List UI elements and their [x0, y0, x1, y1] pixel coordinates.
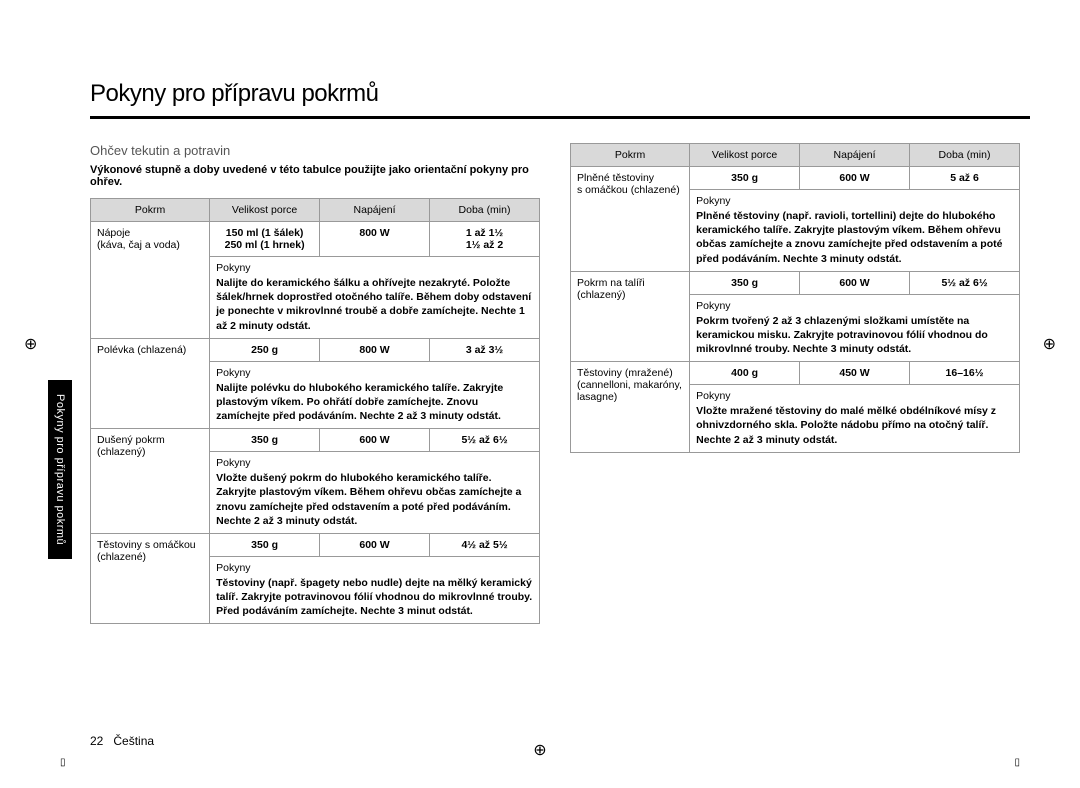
instruction-text: Nalijte polévku do hlubokého keramického…	[216, 381, 533, 424]
instruction-text: Pokrm tvořený 2 až 3 chlazenými složkami…	[696, 314, 1013, 357]
th-power: Napájení	[320, 199, 430, 222]
food-cell: Plněné těstovinys omáčkou (chlazené)	[571, 167, 690, 272]
instruction-text: Nalijte do keramického šálku a ohřívejte…	[216, 276, 533, 333]
crop-mark-icon: ⊕	[533, 740, 546, 760]
crop-mark-icon: ⊕	[24, 334, 37, 354]
portion-cell: 250 g	[210, 338, 320, 361]
portion-cell: 400 g	[690, 362, 800, 385]
subtitle: Ohčev tekutin a potravin	[90, 143, 540, 158]
th-time: Doba (min)	[910, 144, 1020, 167]
portion-cell: 350 g	[690, 271, 800, 294]
intro-text: Výkonové stupně a doby uvedené v této ta…	[90, 164, 540, 188]
time-cell: 3 až 3½	[430, 338, 540, 361]
right-table: Pokrm Velikost porce Napájení Doba (min)…	[570, 143, 1020, 453]
instruction-label: Pokyny	[696, 390, 1013, 402]
th-portion: Velikost porce	[210, 199, 320, 222]
instruction-label: Pokyny	[696, 300, 1013, 312]
instruction-cell: Pokyny Plněné těstoviny (např. ravioli, t…	[690, 190, 1020, 272]
power-cell: 600 W	[320, 429, 430, 452]
time-cell: 5 až 6	[910, 167, 1020, 190]
instruction-label: Pokyny	[696, 195, 1013, 207]
instruction-label: Pokyny	[216, 367, 533, 379]
portion-cell: 350 g	[690, 167, 800, 190]
food-cell: Nápoje(káva, čaj a voda)	[91, 222, 210, 339]
instruction-text: Vložte mražené těstoviny do malé mělké o…	[696, 404, 1013, 447]
portion-cell: 350 g	[210, 533, 320, 556]
instruction-cell: Pokyny Vložte mražené těstoviny do malé m…	[690, 385, 1020, 453]
power-cell: 800 W	[320, 338, 430, 361]
page-title: Pokyny pro přípravu pokrmů	[90, 80, 1020, 108]
food-cell: Těstoviny s omáčkou(chlazené)	[91, 533, 210, 624]
th-time: Doba (min)	[430, 199, 540, 222]
th-food: Pokrm	[571, 144, 690, 167]
power-cell: 600 W	[800, 167, 910, 190]
time-cell: 1 až 1½1½ až 2	[430, 222, 540, 257]
food-cell: Dušený pokrm(chlazený)	[91, 429, 210, 534]
power-cell: 600 W	[800, 271, 910, 294]
instruction-text: Plněné těstoviny (např. ravioli, tortell…	[696, 209, 1013, 266]
time-cell: 5½ až 6½	[910, 271, 1020, 294]
register-mark-icon: ▯	[60, 757, 66, 768]
instruction-text: Vložte dušený pokrm do hlubokého keramic…	[216, 471, 533, 528]
instruction-text: Těstoviny (např. špagety nebo nudle) dej…	[216, 576, 533, 619]
instruction-cell: Pokyny Těstoviny (např. špagety nebo nudl…	[210, 556, 540, 624]
portion-cell: 150 ml (1 šálek)250 ml (1 hrnek)	[210, 222, 320, 257]
power-cell: 600 W	[320, 533, 430, 556]
instruction-cell: Pokyny Nalijte polévku do hlubokého keram…	[210, 361, 540, 429]
right-column: Pokrm Velikost porce Napájení Doba (min)…	[570, 143, 1020, 624]
time-cell: 4½ až 5½	[430, 533, 540, 556]
side-tab: Pokyny pro přípravu pokrmů	[48, 380, 72, 559]
content-columns: Ohčev tekutin a potravin Výkonové stupně…	[90, 143, 1020, 624]
time-cell: 16–16½	[910, 362, 1020, 385]
instruction-label: Pokyny	[216, 562, 533, 574]
th-power: Napájení	[800, 144, 910, 167]
portion-cell: 350 g	[210, 429, 320, 452]
page-footer: 22 Čeština	[90, 734, 154, 748]
power-cell: 450 W	[800, 362, 910, 385]
instruction-cell: Pokyny Nalijte do keramického šálku a ohř…	[210, 257, 540, 339]
register-mark-icon: ▯	[1014, 757, 1020, 768]
food-cell: Polévka (chlazená)	[91, 338, 210, 429]
page-number: 22	[90, 734, 103, 748]
instruction-label: Pokyny	[216, 457, 533, 469]
time-cell: 5½ až 6½	[430, 429, 540, 452]
title-rule	[90, 116, 1030, 119]
instruction-cell: Pokyny Pokrm tvořený 2 až 3 chlazenými sl…	[690, 294, 1020, 362]
page: Pokyny pro přípravu pokrmů Ohčev tekutin…	[0, 0, 1080, 788]
instruction-label: Pokyny	[216, 262, 533, 274]
th-food: Pokrm	[91, 199, 210, 222]
food-cell: Těstoviny (mražené)(cannelloni, makaróny…	[571, 362, 690, 453]
page-lang: Čeština	[113, 734, 154, 748]
power-cell: 800 W	[320, 222, 430, 257]
instruction-cell: Pokyny Vložte dušený pokrm do hlubokého k…	[210, 452, 540, 534]
crop-mark-icon: ⊕	[1043, 334, 1056, 354]
left-column: Ohčev tekutin a potravin Výkonové stupně…	[90, 143, 540, 624]
left-table: Pokrm Velikost porce Napájení Doba (min)…	[90, 198, 540, 624]
th-portion: Velikost porce	[690, 144, 800, 167]
food-cell: Pokrm na talíři(chlazený)	[571, 271, 690, 362]
